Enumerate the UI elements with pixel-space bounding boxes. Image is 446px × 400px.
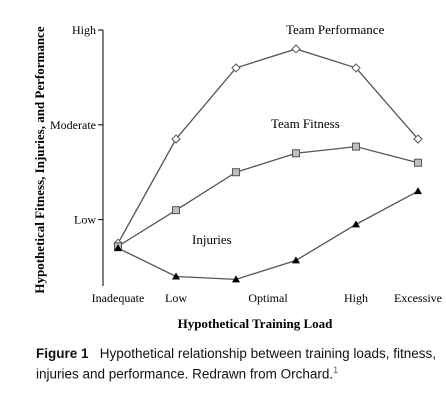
series-line — [117, 190, 419, 281]
data-point — [231, 63, 241, 73]
y-axis-title: Hypothetical Fitness, Injuries, and Perf… — [32, 26, 47, 293]
x-tick-label: Low — [165, 291, 187, 305]
data-point — [172, 272, 180, 280]
data-point — [291, 44, 301, 54]
y-tick-label: High — [72, 23, 96, 37]
figure-label: Figure 1 — [36, 346, 89, 361]
data-point — [292, 256, 300, 264]
y-tick-label: Low — [74, 213, 96, 227]
data-point — [413, 134, 423, 144]
x-tick-label: Excessive — [394, 291, 442, 305]
data-point — [292, 149, 300, 158]
x-tick-label: High — [344, 291, 368, 305]
series-label-performance: Team Performance — [286, 22, 385, 37]
series-label-injuries: Injuries — [192, 232, 232, 247]
reference-link[interactable]: 1 — [333, 365, 339, 375]
caption-text: Hypothetical relationship between traini… — [36, 346, 436, 382]
line-chart: Hypothetical Fitness, Injuries, and Perf… — [32, 22, 442, 331]
x-ticks: Inadequate Low Optimal High Excessive — [92, 291, 442, 305]
x-axis-title: Hypothetical Training Load — [178, 316, 334, 331]
series-label-fitness: Team Fitness — [271, 116, 340, 131]
data-point — [414, 158, 422, 167]
x-tick-label: Inadequate — [92, 291, 145, 305]
y-ticks: Low Moderate High — [50, 23, 103, 227]
data-point — [352, 220, 360, 228]
series-line — [117, 48, 419, 244]
data-point — [232, 275, 240, 283]
data-point — [352, 142, 360, 151]
data-point — [171, 134, 181, 144]
data-point — [414, 187, 422, 195]
series-layer — [113, 44, 423, 283]
data-point — [172, 206, 180, 215]
y-tick-label: Moderate — [50, 118, 96, 132]
data-point — [114, 244, 122, 252]
series-line — [117, 145, 419, 247]
data-point — [351, 63, 361, 73]
x-tick-label: Optimal — [248, 291, 288, 305]
data-point — [232, 168, 240, 177]
figure-caption: Figure 1 Hypothetical relationship betwe… — [36, 345, 436, 383]
